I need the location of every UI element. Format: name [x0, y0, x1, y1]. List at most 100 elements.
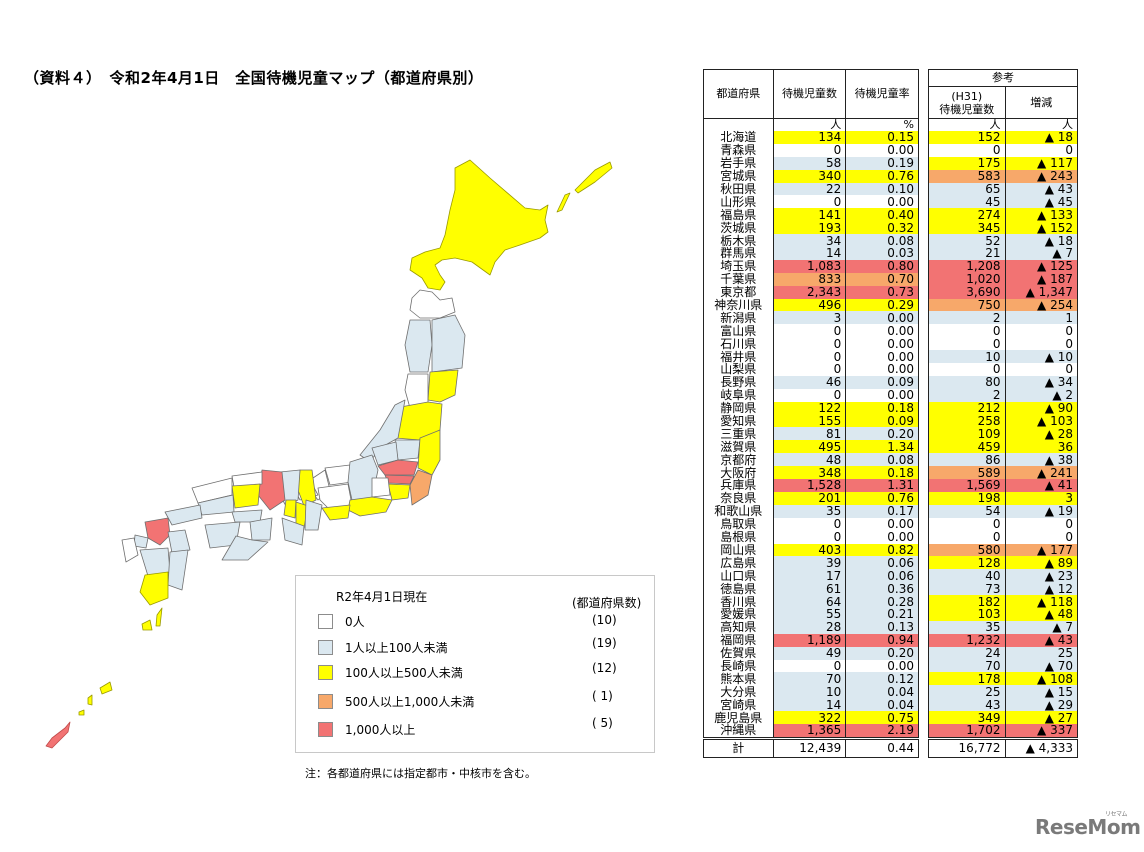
table-row: 山形県 0 0.00 [703, 195, 919, 209]
h31-waiting-count: 52 [928, 234, 1006, 248]
legend-label: 1,000人以上 [345, 722, 416, 737]
change-value: ▲ 177 [1004, 543, 1079, 557]
change-value: ▲ 18 [1004, 131, 1079, 144]
waiting-rate: 0.06 [845, 556, 919, 570]
table-row: 178 ▲ 108 [928, 672, 1079, 686]
region-osaka[interactable] [283, 499, 297, 519]
table-row: 274 ▲ 133 [928, 208, 1079, 222]
region-akita[interactable] [404, 319, 433, 373]
table-row: 52 ▲ 18 [928, 234, 1079, 248]
region-shizuoka[interactable] [347, 496, 393, 517]
region-aomori[interactable] [409, 289, 456, 319]
region-nagasaki[interactable] [121, 537, 139, 563]
region-chiba[interactable] [409, 469, 433, 506]
region-okayama[interactable] [231, 483, 261, 509]
legend-item-ge1000: 1,000人以上 [318, 720, 415, 738]
prefecture-name: 福岡県 [703, 633, 774, 647]
legend-label: 100人以上500人未満 [345, 665, 463, 680]
region-miyagi[interactable] [427, 369, 459, 403]
table-row: 香川県 64 0.28 [703, 595, 919, 608]
region-kagawa[interactable] [231, 509, 263, 523]
region-yamaguchi[interactable] [164, 504, 203, 526]
total-waiting: 12,439 [772, 736, 847, 758]
page-title: （資料４） 令和2年4月1日 全国待機児童マップ（都道府県別） [24, 69, 484, 87]
region-kumamoto[interactable] [139, 547, 171, 577]
change-value: ▲ 118 [1004, 595, 1079, 608]
change-value: ▲ 337 [1004, 723, 1079, 739]
region-wakayama[interactable] [281, 517, 305, 546]
region-tokushima[interactable] [249, 517, 273, 541]
region-tottori[interactable] [231, 471, 263, 488]
waiting-count: 0 [772, 659, 847, 673]
waiting-count: 141 [772, 208, 847, 222]
change-value: 1 [1004, 311, 1079, 325]
header-h31: (H31) 待機児童数 [928, 86, 1006, 119]
change-value: ▲ 133 [1004, 208, 1079, 222]
waiting-count: 1,528 [772, 479, 847, 492]
h31-waiting-count: 1,208 [928, 259, 1006, 273]
header-prefecture: 都道府県 [703, 69, 774, 119]
reference-table: 参考 (H31) 待機児童数 増減 人 人 152 ▲ 18 0 0 175 ▲ 117 58… [928, 69, 1079, 758]
prefecture-name: 青森県 [703, 143, 774, 157]
waiting-count: 322 [772, 711, 847, 724]
prefecture-name: 和歌山県 [703, 504, 774, 518]
waiting-rate: 0.29 [845, 298, 919, 312]
table-row: 兵庫県 1,528 1.31 [703, 479, 919, 492]
change-value: ▲ 152 [1004, 221, 1079, 235]
h31-waiting-count: 0 [928, 363, 1006, 376]
waiting-rate: 0.75 [845, 711, 919, 724]
table-row: 岐阜県 0 0.00 [703, 388, 919, 402]
table-row: 1,208 ▲ 125 [928, 259, 1079, 273]
table-row: 1,569 ▲ 41 [928, 479, 1079, 492]
japan-map [45, 159, 613, 749]
region-yamanashi[interactable] [371, 477, 391, 498]
waiting-count: 55 [772, 607, 847, 621]
region-miyazaki[interactable] [167, 549, 189, 591]
h31-waiting-count: 345 [928, 221, 1006, 235]
change-value: ▲ 70 [1004, 659, 1079, 673]
table-row: 鳥取県 0 0.00 [703, 517, 919, 531]
region-tokyo[interactable] [384, 474, 415, 485]
region-ibaraki[interactable] [417, 429, 441, 476]
change-value: ▲ 241 [1004, 466, 1079, 480]
h31-waiting-count: 459 [928, 440, 1006, 454]
total-label: 計 [703, 736, 774, 758]
table-row: 21 ▲ 7 [928, 247, 1079, 260]
prefecture-name: 三重県 [703, 427, 774, 441]
region-tochigi[interactable] [394, 439, 421, 461]
table-row: 大阪府 348 0.18 [703, 466, 919, 480]
prefecture-name: 熊本県 [703, 672, 774, 686]
region-oita[interactable] [167, 529, 191, 554]
waiting-rate: 0.04 [845, 698, 919, 712]
region-iwate[interactable] [431, 314, 466, 373]
swatch-orange-icon [318, 693, 333, 709]
table-row: 大分県 10 0.04 [703, 685, 919, 699]
waiting-rate: 0.32 [845, 221, 919, 235]
h31-waiting-count: 10 [928, 350, 1006, 364]
table-row: 86 ▲ 38 [928, 453, 1079, 467]
waiting-count: 34 [772, 234, 847, 248]
waiting-rate: 0.20 [845, 427, 919, 441]
table-row: 1,702 ▲ 337 [928, 723, 1079, 739]
prefecture-name: 埼玉県 [703, 259, 774, 273]
table-row: 40 ▲ 23 [928, 569, 1079, 583]
table-row: 459 36 [928, 440, 1079, 454]
region-aichi[interactable] [321, 504, 351, 521]
h31-waiting-count: 128 [928, 556, 1006, 570]
region-kagoshima[interactable] [139, 571, 169, 606]
region-mie[interactable] [304, 499, 323, 531]
region-kochi[interactable] [221, 535, 269, 561]
region-okinawa[interactable] [45, 721, 71, 749]
waiting-rate: 0.00 [845, 324, 919, 338]
region-kanagawa[interactable] [387, 483, 411, 501]
region-saitama[interactable] [377, 459, 419, 476]
change-value: ▲ 28 [1004, 427, 1079, 441]
h31-waiting-count: 1,702 [928, 723, 1006, 739]
region-hokkaido[interactable] [409, 159, 549, 291]
table-row: 和歌山県 35 0.17 [703, 504, 919, 518]
table-row: 212 ▲ 90 [928, 401, 1079, 415]
swatch-yellow-icon [318, 664, 333, 680]
region-fukuoka[interactable] [144, 517, 171, 546]
